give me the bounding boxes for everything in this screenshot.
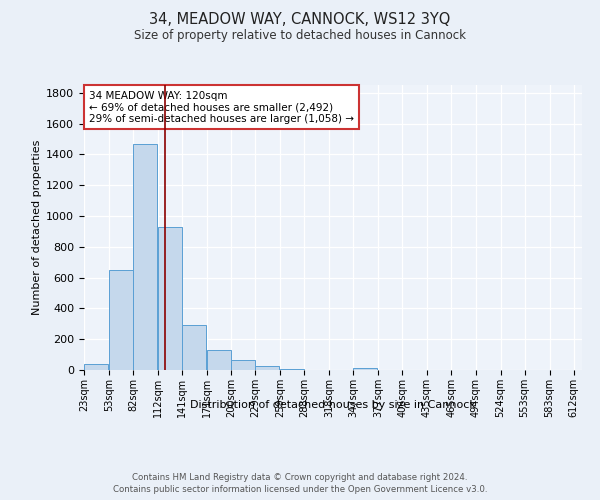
Bar [109, 270, 133, 370]
Text: 34 MEADOW WAY: 120sqm
← 69% of detached houses are smaller (2,492)
29% of semi-d: 34 MEADOW WAY: 120sqm ← 69% of detached … [89, 90, 354, 124]
Bar [84, 364, 108, 370]
Bar [207, 350, 231, 370]
Text: Size of property relative to detached houses in Cannock: Size of property relative to detached ho… [134, 29, 466, 42]
Text: Contains public sector information licensed under the Open Government Licence v3: Contains public sector information licen… [113, 485, 487, 494]
Y-axis label: Number of detached properties: Number of detached properties [32, 140, 42, 315]
Text: 34, MEADOW WAY, CANNOCK, WS12 3YQ: 34, MEADOW WAY, CANNOCK, WS12 3YQ [149, 12, 451, 28]
Bar [158, 226, 182, 370]
Bar [353, 368, 377, 370]
Bar [182, 326, 206, 370]
Bar [231, 360, 255, 370]
Text: Contains HM Land Registry data © Crown copyright and database right 2024.: Contains HM Land Registry data © Crown c… [132, 472, 468, 482]
Bar [133, 144, 157, 370]
Text: Distribution of detached houses by size in Cannock: Distribution of detached houses by size … [190, 400, 476, 410]
Bar [280, 369, 304, 370]
Bar [255, 366, 280, 370]
